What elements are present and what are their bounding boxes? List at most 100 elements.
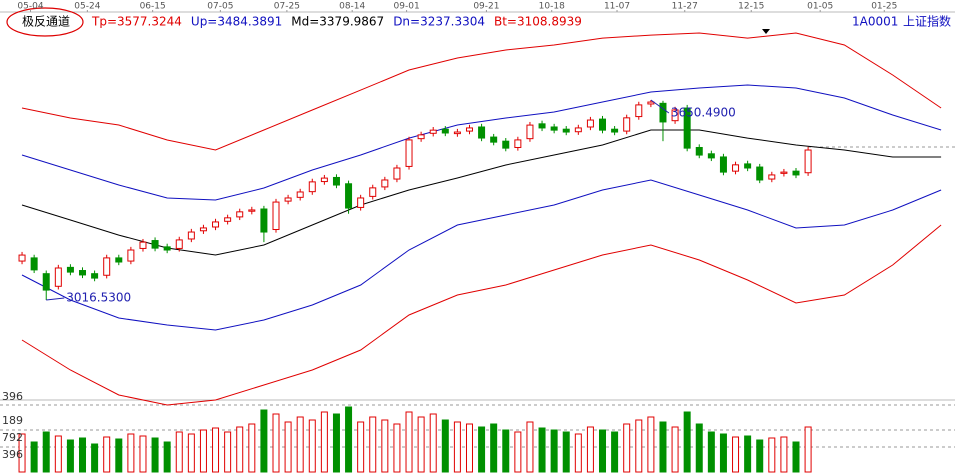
candle-body xyxy=(332,176,340,186)
volume-bar xyxy=(103,436,111,473)
candle-body xyxy=(163,246,171,251)
candle-body xyxy=(586,119,594,128)
volume-bar xyxy=(526,421,534,473)
x-tick-label: 01-05 xyxy=(807,2,833,12)
candle-body xyxy=(635,104,643,118)
volume-axis-label: 792 xyxy=(2,431,23,444)
candle-body xyxy=(611,128,619,133)
candle-body xyxy=(30,257,38,271)
channel-line xyxy=(21,224,942,406)
annotation-label: 3016.5300 xyxy=(66,291,131,305)
candle-body xyxy=(756,166,764,181)
candle-body xyxy=(103,257,111,276)
candle-body xyxy=(792,170,800,176)
volume-bar xyxy=(54,435,62,473)
volume-bar xyxy=(345,406,353,473)
volume-bar xyxy=(79,437,87,473)
candle-body xyxy=(453,131,461,135)
candle-body xyxy=(66,266,74,273)
volume-bar xyxy=(175,431,183,473)
symbol-code: 1A0001 xyxy=(852,15,898,29)
candle-body xyxy=(599,118,607,131)
volume-bar xyxy=(635,419,643,473)
candle-body xyxy=(187,231,195,240)
volume-bar xyxy=(453,421,461,473)
candle-body xyxy=(465,127,473,132)
volume-bar xyxy=(91,443,99,473)
volume-bar xyxy=(320,411,328,473)
volume-bar xyxy=(586,426,594,473)
candle-body xyxy=(441,128,449,134)
candle-body xyxy=(429,129,437,134)
volume-bar xyxy=(212,427,220,473)
candle-body xyxy=(369,187,377,197)
volume-bar xyxy=(417,416,425,473)
volume-bar xyxy=(260,409,268,473)
x-tick-label: 07-25 xyxy=(274,2,300,12)
x-tick-label: 08-14 xyxy=(339,2,365,12)
candle-body xyxy=(405,139,413,167)
annotation-label: 3650.4900 xyxy=(671,106,736,120)
x-tick-label: 01-25 xyxy=(871,2,897,12)
volume-bar xyxy=(393,423,401,473)
candle-body xyxy=(151,240,159,249)
volume-bar xyxy=(550,429,558,473)
x-tick-label: 05-24 xyxy=(74,2,100,12)
candle-body xyxy=(79,270,87,276)
volume-bar xyxy=(599,429,607,473)
candle-body xyxy=(296,191,304,198)
volume-bar xyxy=(732,436,740,473)
channel-line xyxy=(21,129,942,256)
volume-bar xyxy=(296,416,304,473)
volume-axis-label: 396 xyxy=(2,448,23,461)
candle-body xyxy=(236,211,244,218)
legend-entry: Dn=3237.3304 xyxy=(393,15,485,29)
volume-bar xyxy=(127,433,135,473)
candle-body xyxy=(91,273,99,279)
candle-body xyxy=(127,249,135,262)
volume-bar xyxy=(623,423,631,473)
volume-bar xyxy=(490,423,498,473)
candle-body xyxy=(502,140,510,149)
volume-bar xyxy=(187,433,195,473)
legend-entry: Bt=3108.8939 xyxy=(494,15,582,29)
volume-bar xyxy=(744,435,752,473)
volume-bar xyxy=(308,419,316,473)
candle-body xyxy=(804,149,812,174)
symbol-name: 上证指数 xyxy=(903,14,951,29)
volume-bar xyxy=(139,435,147,473)
annotation-leader xyxy=(46,297,65,301)
x-tick-label: 11-27 xyxy=(672,2,698,12)
candle-body xyxy=(42,273,50,291)
candle-body xyxy=(54,267,62,287)
candle-body xyxy=(284,197,292,202)
volume-bar xyxy=(332,413,340,473)
title-highlight xyxy=(6,7,84,37)
candle-body xyxy=(768,174,776,180)
annotation-leader xyxy=(650,99,670,114)
volume-bar xyxy=(236,426,244,473)
candle-body xyxy=(357,197,365,208)
x-tick-label: 11-07 xyxy=(604,2,630,12)
volume-bar xyxy=(151,437,159,473)
volume-bar xyxy=(66,439,74,473)
x-tick-label: 09-21 xyxy=(473,2,499,12)
volume-bar xyxy=(683,411,691,473)
volume-bar xyxy=(780,436,788,473)
indicator-title: 极反通道 xyxy=(22,15,70,29)
volume-bar xyxy=(405,411,413,473)
candle-body xyxy=(224,217,232,222)
volume-bar xyxy=(707,431,715,473)
x-tick-label: 07-05 xyxy=(207,2,233,12)
volume-bar xyxy=(538,427,546,473)
candle-body xyxy=(780,171,788,174)
channel-line xyxy=(21,84,942,201)
candle-body xyxy=(18,254,26,262)
candle-body xyxy=(381,179,389,188)
candle-body xyxy=(212,221,220,228)
legend-entry: Tp=3577.3244 xyxy=(91,15,182,29)
x-tick-label: 05-04 xyxy=(17,2,43,12)
volume-bar xyxy=(659,421,667,473)
volume-bar xyxy=(115,438,123,473)
